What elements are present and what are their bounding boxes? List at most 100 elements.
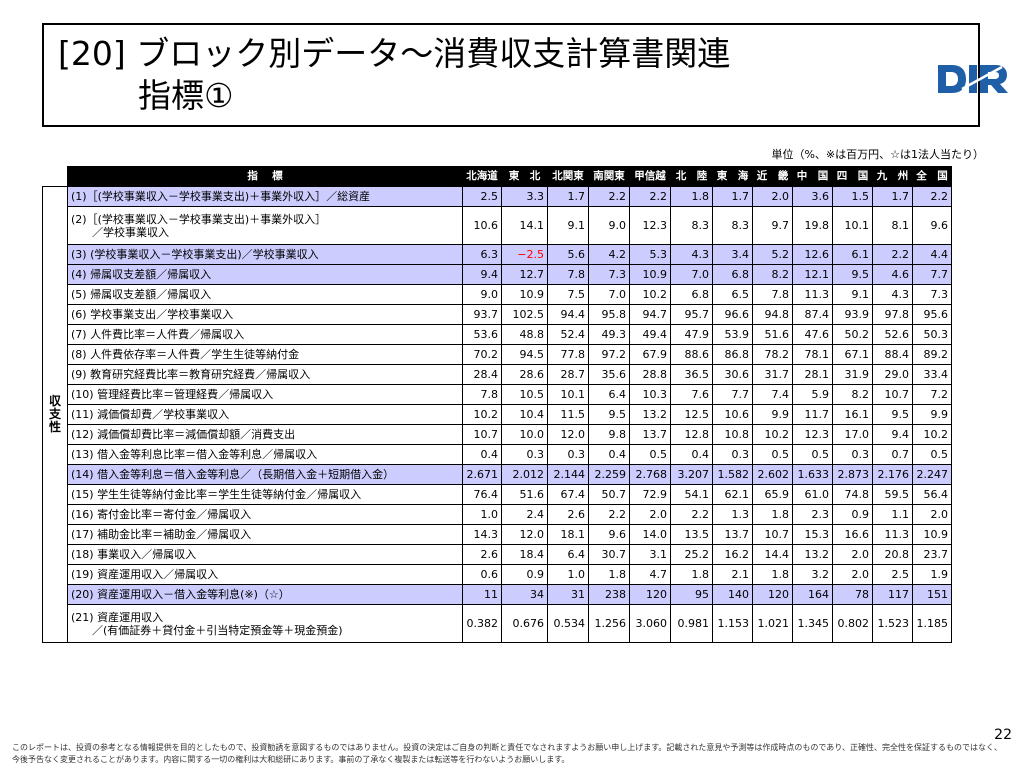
value-cell: 7.5 <box>547 284 589 305</box>
value-cell: 10.2 <box>629 284 671 305</box>
value-cell: 6.8 <box>670 284 713 305</box>
value-cell: 88.4 <box>872 344 913 365</box>
table-row: (3) (学校事業収入－学校事業支出)／学校事業収入 6.3 −2.5 5.6 4.2 5… <box>43 244 952 265</box>
value-cell: 9.0 <box>462 284 502 305</box>
indicator-label: (15) 学生生徒等納付金比率＝学生生徒等納付金／帰属収入 <box>67 484 463 505</box>
value-cell: 2.3 <box>792 504 833 525</box>
value-cell: 238 <box>588 584 630 605</box>
value-cell: 30.6 <box>712 364 753 385</box>
value-cell: 50.2 <box>832 324 873 345</box>
value-cell: 9.6 <box>588 524 630 545</box>
table-row: (14) 借入金等利息＝借入金等利息／（長期借入金＋短期借入金） 2.671 2.0… <box>43 464 952 485</box>
value-cell: 1.153 <box>712 604 753 643</box>
table-row: (6) 学校事業支出／学校事業収入 93.7 102.5 94.4 95.8 94.7 95… <box>43 304 952 325</box>
value-cell: 2.2 <box>588 186 630 207</box>
value-cell: 9.9 <box>752 404 793 425</box>
category-cell: 収支性 <box>42 186 68 643</box>
value-cell: 10.6 <box>712 404 753 425</box>
table-row: (15) 学生生徒等納付金比率＝学生生徒等納付金／帰属収入 76.4 51.6 67.… <box>43 484 952 505</box>
value-cell: 48.8 <box>501 324 548 345</box>
value-cell: 94.5 <box>501 344 548 365</box>
value-cell: 9.5 <box>872 404 913 425</box>
value-cell: 10.1 <box>547 384 589 405</box>
table-row: (13) 借入金等利息比率＝借入金等利息／帰属収入 0.4 0.3 0.3 0.4 0.5… <box>43 444 952 465</box>
indicator-label-line: ／(有価証券＋貸付金＋引当特定預金等＋現金預金) <box>81 623 343 637</box>
value-cell: 3.207 <box>670 464 713 485</box>
value-cell: 70.2 <box>462 344 502 365</box>
value-cell: 3.060 <box>629 604 671 643</box>
header-region: 四 国 <box>832 166 873 187</box>
indicator-label-line: (8) 人件費依存率＝人件費／学生生徒等納付金 <box>71 348 300 361</box>
value-cell: 9.4 <box>872 424 913 445</box>
value-cell: 1.8 <box>670 186 713 207</box>
value-cell: 9.6 <box>912 206 952 245</box>
indicator-label: (5) 帰属収支差額／帰属収入 <box>67 284 463 305</box>
value-cell: 12.5 <box>670 404 713 425</box>
indicator-label: (7) 人件費比率＝人件費／帰属収入 <box>67 324 463 345</box>
value-cell: 6.4 <box>547 544 589 565</box>
value-cell: 10.7 <box>872 384 913 405</box>
value-cell: 11 <box>462 584 502 605</box>
value-cell: 4.6 <box>872 264 913 285</box>
value-cell: 117 <box>872 584 913 605</box>
value-cell: 7.0 <box>588 284 630 305</box>
indicator-label: (6) 学校事業支出／学校事業収入 <box>67 304 463 325</box>
value-cell: 0.9 <box>501 564 548 585</box>
value-cell: 95.7 <box>670 304 713 325</box>
value-cell: 7.3 <box>588 264 630 285</box>
value-cell: 72.9 <box>629 484 671 505</box>
value-cell: 78.2 <box>752 344 793 365</box>
indicator-label-line: (18) 事業収入／帰属収入 <box>71 548 197 561</box>
value-cell: 7.8 <box>752 284 793 305</box>
value-cell: 30.7 <box>588 544 630 565</box>
value-cell: 2.4 <box>501 504 548 525</box>
disclaimer: このレポートは、投資の参考となる情報提供を目的としたもので、投資勧誘を意図するも… <box>12 743 1002 764</box>
header-region: 北 陸 <box>670 166 713 187</box>
value-cell: 10.3 <box>629 384 671 405</box>
value-cell: 2.0 <box>752 186 793 207</box>
value-cell: 11.5 <box>547 404 589 425</box>
value-cell: 28.7 <box>547 364 589 385</box>
value-cell: 88.6 <box>670 344 713 365</box>
value-cell: 2.5 <box>872 564 913 585</box>
indicator-label-line: (10) 管理経費比率＝管理経費／帰属収入 <box>71 388 274 401</box>
value-cell: 1.021 <box>752 604 793 643</box>
value-cell: 10.2 <box>462 404 502 425</box>
value-cell: 13.5 <box>670 524 713 545</box>
value-cell: 2.873 <box>832 464 873 485</box>
value-cell: 1.8 <box>670 564 713 585</box>
table-row: (16) 寄付金比率＝寄付金／帰属収入 1.0 2.4 2.6 2.2 2.0 2.2 1.3… <box>43 504 952 525</box>
header-region: 東 海 <box>712 166 753 187</box>
value-cell: 10.9 <box>912 524 952 545</box>
indicator-label: (1)［(学校事業収入－学校事業支出)＋事業外収入］／総資産 <box>67 186 463 207</box>
indicator-label-line: (6) 学校事業支出／学校事業収入 <box>71 308 234 321</box>
value-cell: 94.4 <box>547 304 589 325</box>
value-cell: 5.2 <box>752 244 793 265</box>
value-cell: 4.2 <box>588 244 630 265</box>
value-cell: 0.3 <box>547 444 589 465</box>
value-cell: 10.2 <box>912 424 952 445</box>
value-cell: 10.8 <box>712 424 753 445</box>
value-cell: 1.185 <box>912 604 952 643</box>
value-cell: 67.4 <box>547 484 589 505</box>
value-cell: 2.2 <box>629 186 671 207</box>
value-cell: 96.6 <box>712 304 753 325</box>
table-row: (19) 資産運用収入／帰属収入 0.6 0.9 1.0 1.8 4.7 1.8 2.1 1.8… <box>43 564 952 585</box>
value-cell: 51.6 <box>752 324 793 345</box>
value-cell: 59.5 <box>872 484 913 505</box>
value-cell: 47.6 <box>792 324 833 345</box>
value-cell: 67.1 <box>832 344 873 365</box>
indicator-label-line: (20) 資産運用収入－借入金等利息(※)（☆） <box>71 588 290 601</box>
value-cell: 52.6 <box>872 324 913 345</box>
value-cell: 0.4 <box>670 444 713 465</box>
header-indicator: 指 標 <box>67 166 463 187</box>
value-cell: 97.2 <box>588 344 630 365</box>
value-cell: 140 <box>712 584 753 605</box>
header-region: 北関東 <box>547 166 589 187</box>
value-cell: 23.7 <box>912 544 952 565</box>
table-row: (8) 人件費依存率＝人件費／学生生徒等納付金 70.2 94.5 77.8 97.2 6… <box>43 344 952 365</box>
indicator-label-line: (15) 学生生徒等納付金比率＝学生生徒等納付金／帰属収入 <box>71 488 362 501</box>
value-cell: 9.1 <box>832 284 873 305</box>
indicator-label: (11) 減価償却費／学校事業収入 <box>67 404 463 425</box>
value-cell: 7.2 <box>912 384 952 405</box>
